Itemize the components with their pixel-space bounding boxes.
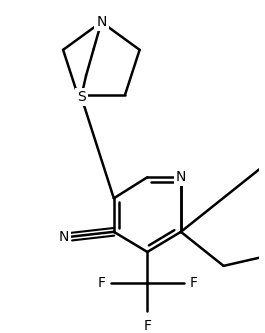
Text: N: N [59,230,69,244]
Text: F: F [189,276,197,290]
Text: N: N [96,15,107,29]
Text: F: F [143,319,151,333]
Text: S: S [77,90,86,104]
Text: F: F [97,276,105,290]
Text: N: N [176,170,186,184]
